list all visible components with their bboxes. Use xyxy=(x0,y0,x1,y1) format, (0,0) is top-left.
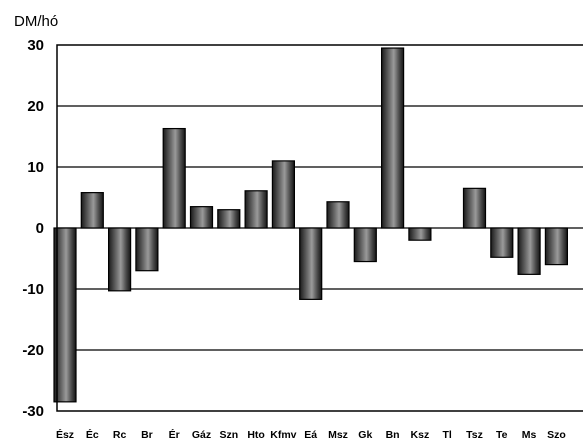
bar xyxy=(299,227,323,300)
bar xyxy=(490,227,514,258)
bar xyxy=(217,209,241,229)
x-tick-labels: Ész Éc Rc Br Ér Gáz Szn Hto Kfmv Eá Msz Gk Bn Ksz Tl Ts… xyxy=(56,428,566,441)
bar xyxy=(353,227,377,263)
bar xyxy=(189,206,214,229)
x-tick-label: Szo xyxy=(547,429,566,441)
x-tick-label: Szn xyxy=(219,429,238,441)
plot-area-border xyxy=(56,44,583,412)
bar xyxy=(408,227,432,241)
bar xyxy=(135,227,159,272)
x-tick-label: Éc xyxy=(86,428,99,441)
y-tick-label: 10 xyxy=(27,159,44,176)
bar xyxy=(271,160,295,229)
y-tick-label: -10 xyxy=(22,281,44,298)
x-tick-label: Msz xyxy=(328,429,348,441)
x-tick-label: Br xyxy=(141,429,153,441)
x-tick-label: Eá xyxy=(304,429,317,441)
x-tick-label: Ér xyxy=(169,428,180,441)
bar xyxy=(326,201,350,229)
bar xyxy=(244,190,268,229)
bar xyxy=(162,127,186,229)
bar xyxy=(517,227,541,275)
x-tick-label: Tl xyxy=(443,429,452,441)
y-axis-label: DM/hó xyxy=(14,13,58,30)
y-tick-label: -20 xyxy=(22,342,44,359)
x-tick-label: Tsz xyxy=(466,429,483,441)
bar-layer xyxy=(53,47,569,403)
x-tick-label: Ksz xyxy=(411,429,430,441)
x-tick-label: Bn xyxy=(386,429,400,441)
y-tick-label: 30 xyxy=(27,37,44,54)
bar xyxy=(381,47,405,229)
x-tick-label: Ész xyxy=(56,428,74,441)
bar xyxy=(80,192,104,229)
x-tick-label: Gáz xyxy=(192,429,211,441)
bar xyxy=(53,227,77,403)
x-tick-label: Te xyxy=(496,429,508,441)
bar xyxy=(462,187,487,229)
bar xyxy=(107,227,132,292)
x-tick-label: Gk xyxy=(358,429,372,441)
bar xyxy=(544,227,569,266)
y-tick-labels: 30 20 10 0 -10 -20 -30 xyxy=(22,37,44,420)
x-tick-label: Kfmv xyxy=(270,429,296,441)
y-tick-label: -30 xyxy=(22,403,44,420)
x-tick-label: Rc xyxy=(113,429,127,441)
x-tick-label: Hto xyxy=(247,429,265,441)
x-tick-label: Ms xyxy=(522,429,537,441)
y-tick-label: 20 xyxy=(27,98,44,115)
y-tick-label: 0 xyxy=(36,220,44,237)
